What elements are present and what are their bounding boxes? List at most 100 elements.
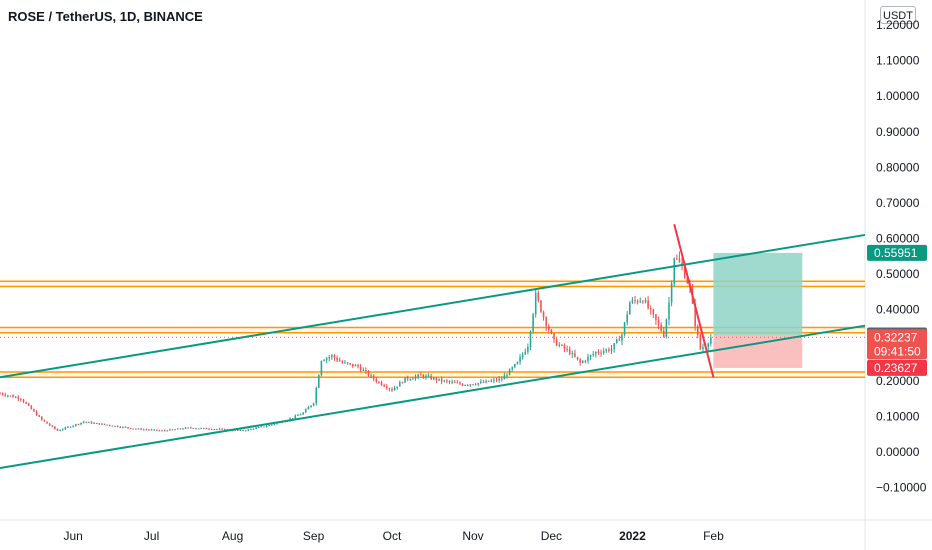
candle-body (218, 428, 221, 430)
x-tick-label: Oct (383, 529, 402, 543)
y-tick-label: 0.10000 (876, 409, 920, 423)
candle-body (297, 415, 299, 417)
price-tag-label: 0.55951 (874, 246, 918, 260)
candle-body (265, 426, 268, 428)
candle-body (655, 314, 657, 321)
candle-body (587, 356, 589, 361)
candle-body (166, 430, 169, 432)
chart-title: ROSE / TetherUS, 1D, BINANCE (8, 9, 203, 24)
candle-body (323, 360, 325, 362)
candle-body (456, 382, 459, 384)
candle-body (399, 382, 401, 387)
candle-body (12, 395, 14, 398)
candle-body (179, 428, 182, 430)
candle-body (4, 394, 7, 396)
support-zone-fill-1 (0, 327, 865, 333)
candle-body (291, 418, 294, 420)
candle-body (82, 421, 85, 423)
y-tick-label: 0.50000 (876, 267, 920, 281)
candle-body (608, 349, 610, 351)
candle-body (610, 348, 613, 351)
candle-body (477, 383, 480, 385)
candle-body (25, 402, 27, 404)
candle-body (210, 429, 213, 431)
candle-body (30, 405, 33, 410)
candle-body (27, 403, 30, 406)
candle-body (255, 427, 257, 429)
candle-body (299, 414, 302, 416)
candle-body (448, 381, 451, 383)
candle-body (388, 388, 391, 390)
candle-body (553, 333, 555, 340)
countdown-label: 09:41:50 (874, 344, 921, 358)
channel-upper-line (0, 233, 866, 379)
candle-body (532, 314, 534, 332)
candle-body (425, 375, 427, 378)
candle-body (135, 428, 137, 430)
candle-body (328, 356, 331, 359)
candle-body (699, 334, 702, 349)
candle-body (17, 397, 20, 400)
candle-body (315, 387, 317, 404)
candle-body (252, 428, 255, 430)
candle-body (111, 425, 114, 427)
candle-body (670, 283, 673, 303)
candle-body (320, 360, 323, 376)
candle-body (189, 427, 192, 429)
candle-body (176, 428, 179, 430)
candle-body (574, 353, 576, 357)
candle-body (171, 429, 174, 431)
candle-body (555, 339, 558, 346)
candle-body (250, 428, 252, 430)
candle-body (642, 301, 644, 303)
candle-body (302, 412, 304, 415)
candle-body (169, 429, 171, 431)
candle-body (338, 360, 341, 362)
candle-body (357, 365, 359, 367)
candle-body (639, 301, 642, 303)
candle-body (341, 361, 344, 364)
channel-lower-line (0, 324, 866, 469)
candle-body (383, 385, 385, 387)
candle-body (158, 430, 161, 432)
y-tick-label: 0.70000 (876, 196, 920, 210)
y-tick-label: 0.60000 (876, 232, 920, 246)
candle-body (22, 399, 25, 403)
x-tick-label: 2022 (619, 529, 646, 543)
candle-body (615, 339, 618, 344)
candle-body (124, 426, 127, 428)
candle-body (469, 384, 472, 386)
candle-body (276, 422, 278, 425)
candle-body (605, 349, 608, 352)
candle-body (558, 344, 561, 346)
candle-body (487, 380, 490, 382)
y-tick-label: 1.00000 (876, 89, 920, 103)
price-tag (867, 244, 927, 261)
candle-body (710, 337, 712, 344)
candle-body (613, 343, 615, 349)
candle-body (247, 429, 250, 431)
candle-body (318, 375, 320, 388)
candle-body (72, 425, 74, 427)
candle-body (686, 277, 689, 284)
candle-body (595, 352, 597, 355)
candle-body (7, 395, 9, 397)
currency-button[interactable]: USDT (880, 6, 916, 24)
candle-body (519, 357, 521, 362)
candle-body (618, 339, 621, 341)
candle-body (537, 292, 540, 301)
candle-body (325, 358, 328, 361)
candle-body (129, 427, 132, 429)
candle-body (702, 347, 704, 349)
candle-body (647, 300, 649, 309)
candle-body (244, 430, 247, 432)
candle-body (527, 347, 529, 352)
x-tick-label: Sep (303, 529, 325, 543)
candle-body (242, 430, 244, 432)
candle-body (380, 382, 383, 386)
candle-body (385, 386, 388, 389)
y-tick-label: −0.10000 (876, 481, 927, 495)
candle-body (375, 379, 378, 382)
candle-body (56, 428, 59, 431)
